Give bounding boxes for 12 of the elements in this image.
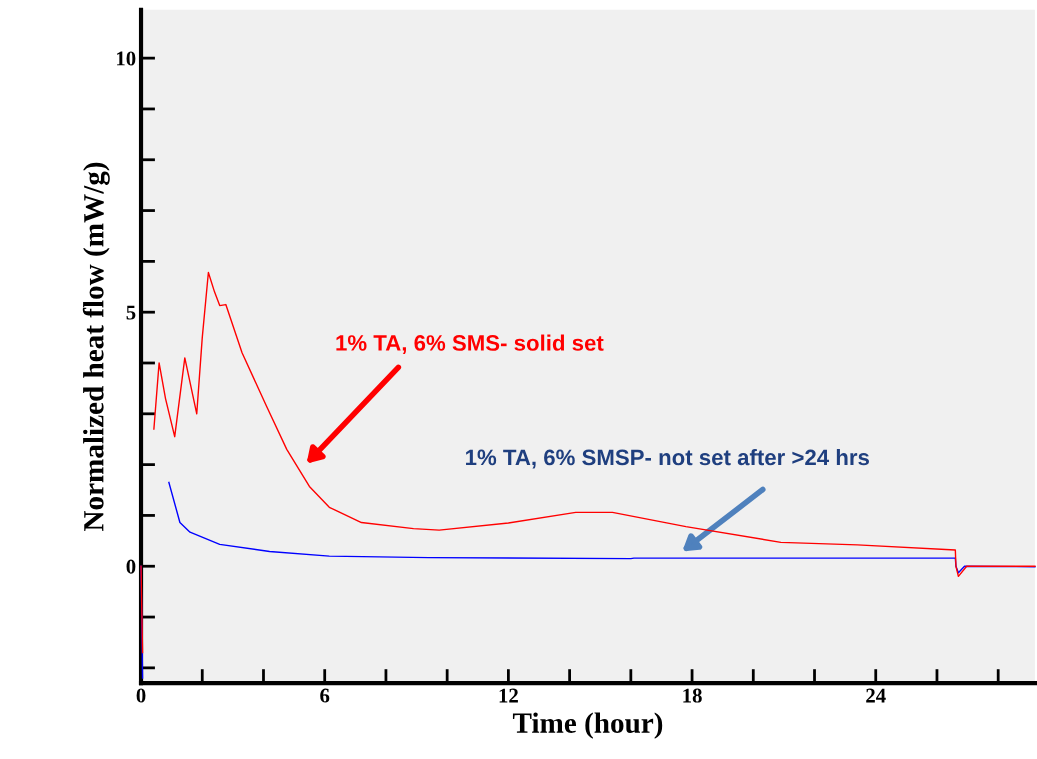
y-tick-label: 0 — [126, 559, 136, 574]
annotation: 1% TA, 6% SMS- solid set — [336, 334, 604, 355]
annotation: 1% TA, 6% SMSP- not set after >24 hrs — [466, 448, 869, 469]
x-tick-label: 6 — [320, 688, 330, 703]
x-tick-label: 24 — [866, 688, 886, 703]
y-tick-label: 10 — [117, 51, 136, 66]
x-axis-title: Time (hour) — [512, 712, 663, 739]
x-tick-label: 0 — [136, 688, 146, 703]
y-axis-title: Normalized heat flow (mW/g) — [82, 162, 110, 532]
y-tick-label: 5 — [126, 305, 136, 320]
x-tick-label: 18 — [683, 688, 702, 703]
x-tick-label: 12 — [499, 688, 518, 703]
